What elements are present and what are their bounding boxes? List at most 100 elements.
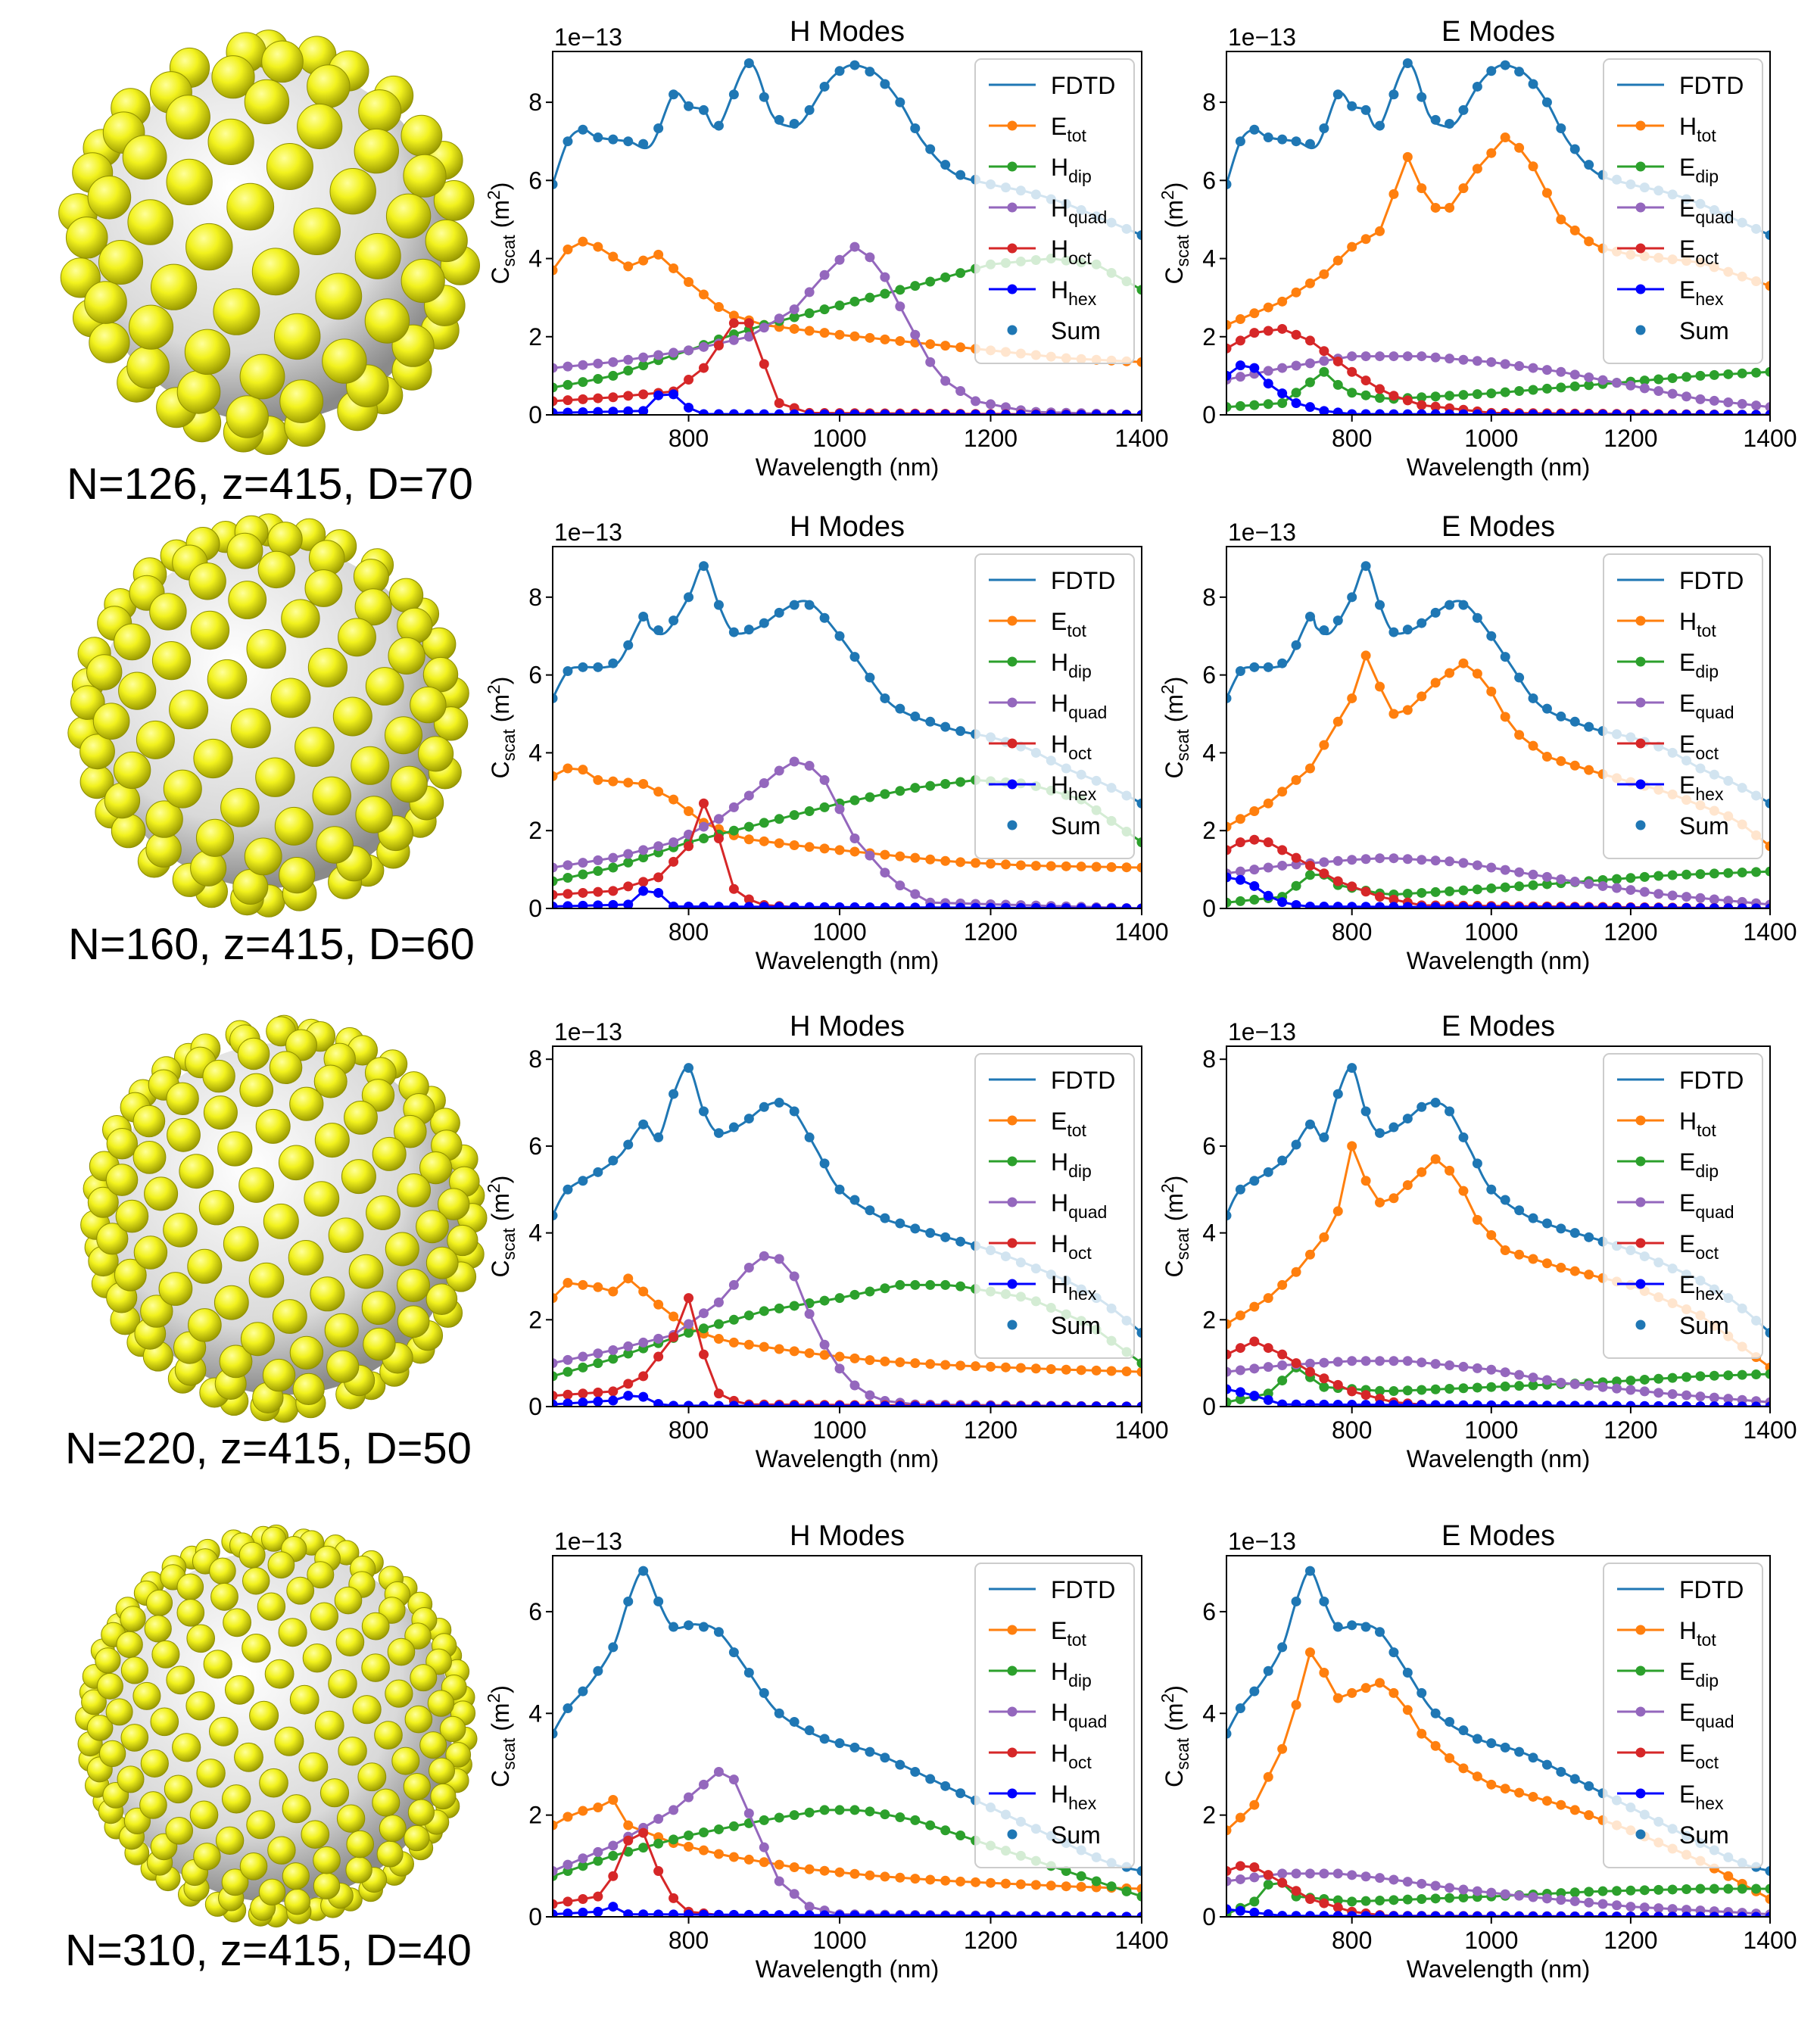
sum-marker	[1472, 81, 1482, 92]
series-marker-quad	[1332, 1868, 1343, 1879]
series-marker-quad	[698, 1308, 709, 1319]
legend-entry-sum: Sum	[1051, 317, 1101, 344]
series-marker-tot	[1046, 1880, 1056, 1891]
gold-nanoparticle	[81, 1689, 107, 1715]
legend-swatch-marker-quad	[1007, 697, 1018, 708]
series-marker-quad	[1611, 883, 1622, 893]
sum-marker	[1136, 1866, 1142, 1877]
gold-nanoparticle	[144, 1176, 179, 1211]
series-marker-tot	[986, 1361, 996, 1372]
series-marker-dip	[1556, 1888, 1566, 1899]
series-marker-tot	[553, 265, 558, 276]
series-marker-dip	[910, 1279, 921, 1290]
series-marker-tot	[713, 302, 724, 313]
series-marker-tot	[653, 787, 664, 797]
series-marker-quad	[971, 396, 981, 407]
legend-entry-hex: Ehex	[1679, 276, 1724, 309]
series-marker-quad	[789, 1889, 799, 1899]
gold-nanoparticle	[326, 1350, 360, 1383]
sum-marker	[669, 1089, 679, 1099]
series-marker-tot	[1569, 1266, 1580, 1276]
series-marker-quad	[1681, 892, 1692, 902]
gold-nanoparticle	[312, 776, 351, 816]
series-marker-quad	[1667, 890, 1678, 901]
series-marker-hex	[1136, 903, 1142, 908]
gold-nanoparticle	[316, 826, 354, 864]
series-marker-tot	[1514, 1787, 1525, 1798]
series-marker-hex	[804, 902, 815, 908]
series-marker-hex	[1046, 903, 1056, 908]
series-marker-hex	[578, 407, 588, 415]
gold-nanoparticle	[307, 1561, 335, 1589]
gold-nanoparticle	[313, 1872, 341, 1899]
series-marker-oct	[713, 340, 724, 351]
sum-marker	[865, 67, 875, 77]
series-marker-hex	[1304, 402, 1315, 413]
series-marker-quad	[1375, 1356, 1385, 1366]
series-marker-quad	[1597, 1382, 1608, 1392]
series-marker-tot	[1445, 1753, 1455, 1763]
series-marker-hex	[1611, 902, 1622, 908]
sum-marker	[578, 1176, 588, 1186]
series-marker-hex	[713, 409, 724, 415]
series-marker-dip	[1597, 1886, 1608, 1896]
series-marker-quad	[1235, 372, 1245, 382]
series-marker-oct	[1319, 346, 1329, 357]
series-marker-dip	[1277, 398, 1288, 409]
sum-marker	[698, 561, 709, 572]
series-marker-hex	[865, 409, 875, 415]
sum-marker	[1556, 123, 1566, 134]
series-marker-quad	[1430, 1359, 1441, 1369]
series-marker-dip	[553, 1371, 558, 1382]
legend-swatch-marker-oct	[1635, 1747, 1646, 1758]
series-marker-oct	[578, 1388, 588, 1399]
series-marker-dip	[1681, 869, 1692, 880]
legend-swatch-marker-tot	[1007, 1625, 1018, 1635]
y-tick-label: 4	[1202, 1220, 1216, 1247]
series-marker-quad	[819, 1339, 830, 1350]
series-marker-oct	[1319, 1898, 1329, 1908]
sum-marker	[1402, 1114, 1413, 1124]
series-marker-hex	[1319, 406, 1329, 415]
series-marker-tot	[1375, 681, 1385, 692]
sum-marker	[608, 658, 619, 668]
gold-nanoparticle	[166, 1082, 199, 1116]
legend-swatch-sum	[1007, 1829, 1018, 1840]
series-marker-tot	[910, 1874, 921, 1884]
series-marker-hex	[1765, 1912, 1770, 1917]
series-marker-quad	[1639, 1902, 1650, 1913]
series-marker-quad	[1569, 1379, 1580, 1389]
sum-marker	[1417, 618, 1427, 628]
series-marker-tot	[1445, 668, 1455, 678]
gold-nanoparticle	[223, 1608, 252, 1637]
gold-nanoparticle	[151, 1640, 180, 1669]
sum-marker	[1360, 561, 1371, 572]
series-marker-tot	[1332, 255, 1343, 266]
gold-nanoparticle	[379, 1815, 407, 1843]
series-marker-tot	[1500, 1245, 1510, 1256]
y-tick-label: 0	[528, 401, 542, 428]
series-marker-hex	[1681, 903, 1692, 908]
series-marker-dip	[1430, 1384, 1441, 1394]
series-marker-quad	[1528, 363, 1538, 373]
sum-marker	[1277, 1642, 1288, 1653]
series-marker-hex	[1249, 880, 1260, 891]
series-marker-tot	[940, 855, 951, 866]
series-marker-dip	[713, 1319, 724, 1329]
gold-nanoparticle	[257, 550, 295, 589]
series-marker-dip	[1639, 1885, 1650, 1896]
gold-nanoparticle	[307, 64, 351, 108]
series-marker-quad	[1430, 1880, 1441, 1891]
sum-marker	[653, 1132, 664, 1142]
series-marker-quad	[1319, 356, 1329, 366]
series-marker-tot	[1304, 278, 1315, 288]
sum-marker	[955, 726, 966, 737]
series-marker-tot	[1226, 821, 1232, 832]
series-marker-tot	[1430, 1740, 1441, 1751]
series-marker-dip	[774, 1812, 784, 1823]
sum-marker	[1319, 123, 1329, 134]
series-marker-tot	[1528, 740, 1538, 751]
gold-nanoparticle	[151, 641, 192, 681]
chart-title: E Modes	[1441, 1011, 1555, 1042]
gold-nanoparticle	[84, 281, 127, 324]
